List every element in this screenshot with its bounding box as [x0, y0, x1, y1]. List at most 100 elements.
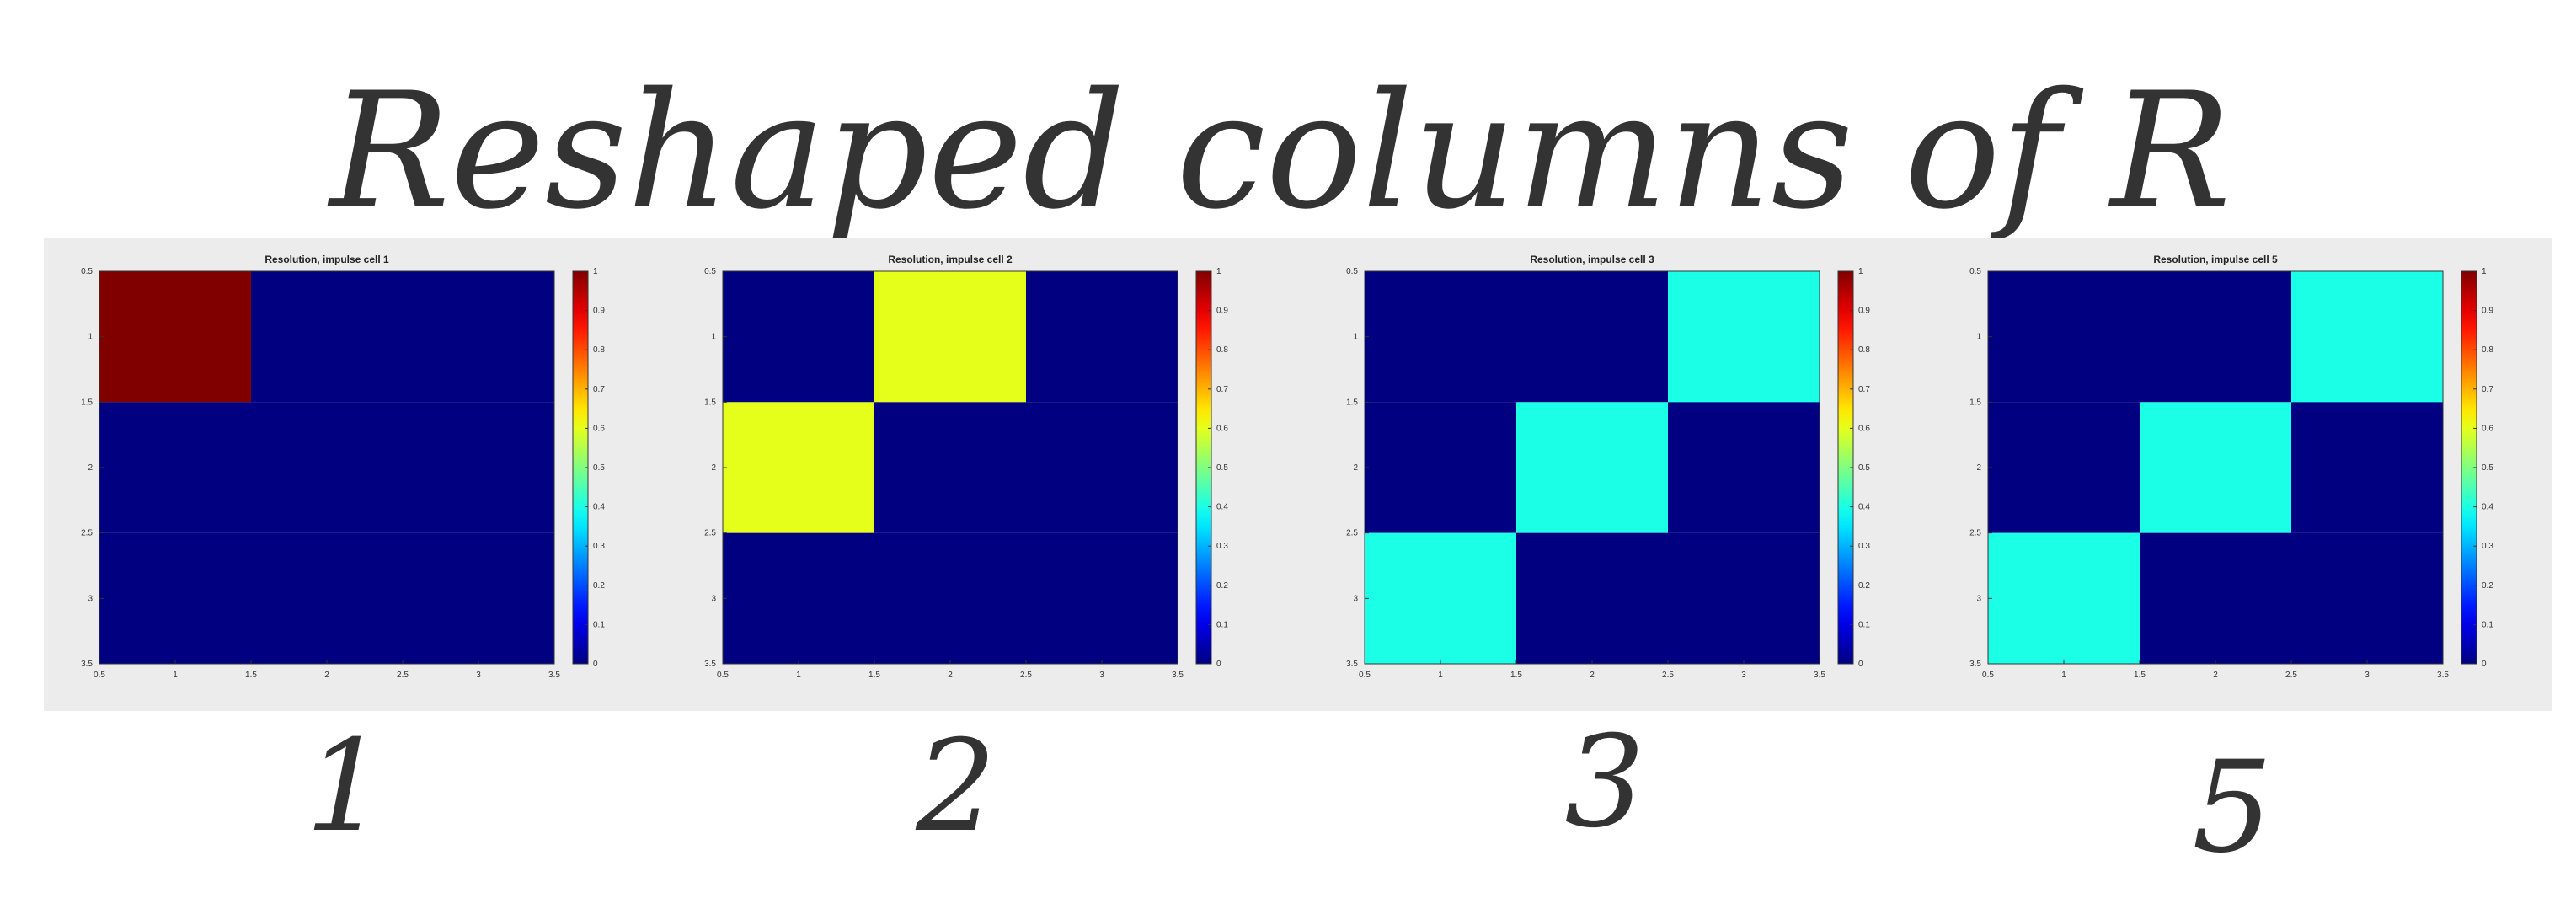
plot-title: Resolution, impulse cell 3: [1530, 254, 1654, 265]
x-tick-label: 0.5: [1359, 671, 1371, 680]
x-tick-label: 3.5: [2437, 671, 2449, 680]
heatmap-cell: [1668, 532, 1820, 664]
figure-panel-5: Resolution, impulse cell 5 0.5 1 1.5 2 2.5 3 3.…: [1932, 238, 2552, 711]
colorbar-tick-label: 0.1: [1216, 620, 1228, 629]
heatmap-cell: [251, 271, 403, 403]
y-tick-label: 0.5: [1969, 267, 1981, 276]
colorbar-tick-label: 0.8: [1216, 345, 1228, 355]
figure-panel-1: Resolution, impulse cell 1 0.5 1 1.5 2 2.5 3 3.…: [44, 238, 667, 711]
colorbar-tick-label: 0.1: [1858, 620, 1870, 629]
colorbar-tick-label: 0.3: [2482, 542, 2493, 551]
heatmap-cell: [1516, 532, 1668, 664]
colorbar-tick-label: 0.9: [2482, 307, 2493, 316]
y-tick-label: 1.5: [704, 398, 716, 407]
heatmap-cell: [99, 532, 251, 664]
heatmap-plot-1: Resolution, impulse cell 1 0.5 1 1.5 2 2.5 3 3.…: [81, 254, 605, 680]
colorbar-tick-label: 0: [1216, 660, 1221, 669]
colorbar-tick-label: 0.6: [593, 424, 605, 433]
heatmap-cell: [1026, 532, 1178, 664]
y-tick-label: 2.5: [81, 529, 93, 538]
x-tick-label: 0.5: [94, 671, 105, 680]
x-tick-label: 2: [1590, 671, 1595, 680]
heatmap-cell: [1988, 532, 2140, 664]
y-tick-label: 2: [1353, 463, 1358, 473]
y-tick-label: 3: [1353, 594, 1358, 603]
y-tick-label: 3.5: [704, 660, 716, 669]
heatmap-cell: [2291, 402, 2443, 533]
colorbar-tick-label: 0.9: [593, 307, 605, 316]
heatmap-cell: [723, 532, 874, 664]
colorbar-tick-label: 0.6: [2482, 424, 2493, 433]
heatmap-cell: [1365, 532, 1516, 664]
y-tick-label: 3: [1976, 594, 1981, 603]
colorbar-tick-label: 0.3: [593, 542, 605, 551]
y-tick-label: 1.5: [81, 398, 93, 407]
colorbar-tick-label: 0.6: [1858, 424, 1870, 433]
y-tick-label: 1: [711, 333, 716, 342]
heatmap-cell: [2291, 271, 2443, 403]
x-tick-label: 2.5: [2285, 671, 2297, 680]
colorbar-tick-label: 0.2: [593, 581, 605, 591]
colorbar-tick-label: 1: [1216, 267, 1221, 276]
colorbar-tick-label: 0.3: [1216, 542, 1228, 551]
colorbar-tick-label: 0: [1858, 660, 1863, 669]
heatmap-plot-2: Resolution, impulse cell 2 0.5 1 1.5 2 2.5 3 3.…: [704, 254, 1228, 680]
plot-title: Resolution, impulse cell 2: [888, 254, 1013, 265]
heatmap-cell: [1668, 402, 1820, 533]
y-tick-label: 2.5: [1346, 529, 1358, 538]
y-tick-label: 2: [1976, 463, 1981, 473]
heatmap-cell: [874, 532, 1026, 664]
heatmap-cell: [1668, 271, 1820, 403]
colorbar-tick-label: 0: [2482, 660, 2487, 669]
x-tick-label: 3: [1099, 671, 1104, 680]
colorbar-tick-label: 0.1: [593, 620, 605, 629]
y-tick-label: 3.5: [81, 660, 93, 669]
heatmap-cell: [251, 402, 403, 533]
x-tick-label: 2.5: [1020, 671, 1032, 680]
y-tick-label: 1: [1976, 333, 1981, 342]
heatmap-cell: [1026, 271, 1178, 403]
x-tick-label: 3.5: [1814, 671, 1825, 680]
handwritten-label-1: 1: [305, 714, 385, 860]
y-tick-label: 2: [88, 463, 93, 473]
y-tick-label: 0.5: [704, 267, 716, 276]
heatmap-plot-5: Resolution, impulse cell 5 0.5 1 1.5 2 2.5 3 3.…: [1969, 254, 2493, 680]
y-tick-label: 3.5: [1346, 660, 1358, 669]
x-tick-label: 2.5: [397, 671, 409, 680]
heatmap-cell: [403, 271, 554, 403]
heatmap-cell: [2140, 402, 2291, 533]
x-tick-label: 3.5: [548, 671, 560, 680]
colorbar-tick-label: 0.8: [1858, 345, 1870, 355]
heatmap-cell: [2140, 532, 2291, 664]
colorbar-tick-label: 0.5: [593, 463, 605, 473]
x-tick-label: 3.5: [1172, 671, 1184, 680]
x-tick-label: 1.5: [868, 671, 880, 680]
x-tick-label: 1: [2061, 671, 2066, 680]
colorbar-tick-label: 0.6: [1216, 424, 1228, 433]
heatmap-cell: [2291, 532, 2443, 664]
y-tick-label: 3.5: [1969, 660, 1981, 669]
colorbar-tick-label: 0.7: [2482, 385, 2493, 394]
heatmap-cell: [1988, 271, 2140, 403]
colorbar-tick-label: 0.3: [1858, 542, 1870, 551]
colorbar-tick-label: 0.7: [1858, 385, 1870, 394]
x-tick-label: 2.5: [1662, 671, 1674, 680]
heatmap-cell: [403, 532, 554, 664]
heatmap-cell: [1516, 402, 1668, 533]
colorbar-tick-label: 0.1: [2482, 620, 2493, 629]
colorbar-tick-label: 0.7: [1216, 385, 1228, 394]
colorbar-tick-label: 1: [1858, 267, 1863, 276]
colorbar-tick-label: 0.5: [1216, 463, 1228, 473]
x-tick-label: 2: [2213, 671, 2218, 680]
y-tick-label: 2.5: [1969, 529, 1981, 538]
colorbar-tick-label: 0.8: [2482, 345, 2493, 355]
heatmap-cell: [874, 271, 1026, 403]
heatmap-cell: [1365, 402, 1516, 533]
x-tick-label: 2: [324, 671, 329, 680]
x-tick-label: 1.5: [2134, 671, 2146, 680]
x-tick-label: 0.5: [1982, 671, 1994, 680]
heatmap-plot-3: Resolution, impulse cell 3 0.5 1 1.5 2 2.5 3 3.…: [1346, 254, 1870, 680]
colorbar-tick-label: 0.2: [1858, 581, 1870, 591]
handwritten-label-2: 2: [915, 714, 996, 860]
colorbar-tick-label: 1: [2482, 267, 2487, 276]
